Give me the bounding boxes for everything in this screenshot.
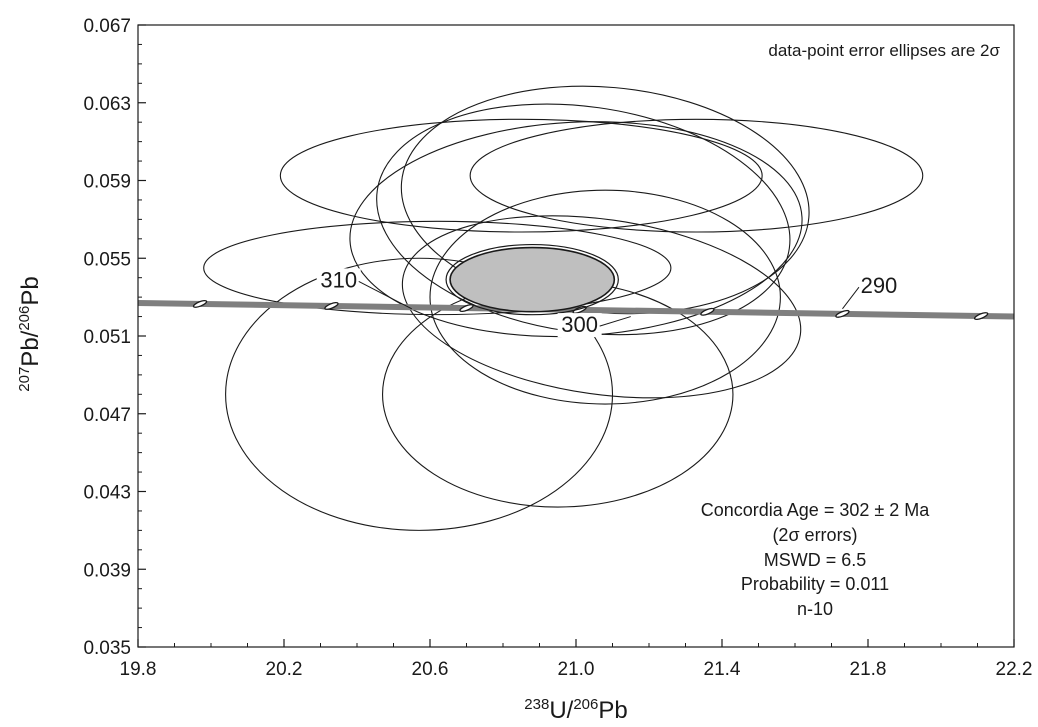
y-tick-label: 0.035 xyxy=(83,638,131,659)
x-axis-title: 238U/206Pb xyxy=(524,696,627,724)
concordia-age-tick-2 xyxy=(324,301,339,310)
x-axis-title-sup2: 206 xyxy=(573,696,598,713)
stat-concordia-age: Concordia Age = 302 ± 2 Ma xyxy=(701,500,931,520)
concordia-age-tick-1 xyxy=(192,299,208,308)
y-tick-label: 0.039 xyxy=(83,560,131,581)
age-label-leader xyxy=(358,280,412,310)
x-tick-label: 21.8 xyxy=(850,659,887,680)
age-label-backdrop xyxy=(316,268,361,293)
concordia-age-ellipse xyxy=(445,243,619,316)
stat-probability: Probability = 0.011 xyxy=(741,574,889,594)
stats-box: Concordia Age = 302 ± 2 Ma (2σ errors) M… xyxy=(701,500,931,619)
mean-ellipse-outline xyxy=(445,243,619,316)
x-tick-label: 19.8 xyxy=(120,659,157,680)
stat-errors: (2σ errors) xyxy=(772,525,857,545)
y-tick-label: 0.051 xyxy=(83,327,131,348)
stat-n: n-10 xyxy=(797,599,833,619)
age-label-300: 300 xyxy=(561,312,598,337)
x-tick-label: 20.6 xyxy=(412,659,449,680)
y-tick-label: 0.055 xyxy=(83,249,131,270)
age-label-310: 310 xyxy=(320,267,357,292)
error-ellipse-7 xyxy=(429,189,781,405)
age-label-290: 290 xyxy=(861,273,898,298)
mean-ellipse-fill xyxy=(449,246,616,313)
y-tick-label: 0.063 xyxy=(83,94,131,115)
error-ellipse-8 xyxy=(401,215,802,399)
y-axis-title-sup1: 207 xyxy=(16,367,33,392)
concordia-age-tick-6 xyxy=(835,309,850,318)
concordia-age-tick-7 xyxy=(973,312,989,321)
x-axis-title-base1: U/ xyxy=(549,697,573,724)
error-ellipse-2 xyxy=(469,118,924,233)
age-label-backdrop xyxy=(856,274,901,299)
y-tick-label: 0.047 xyxy=(83,405,131,426)
age-label-leader xyxy=(599,316,631,327)
ellipse-note: data-point error ellipses are 2σ xyxy=(768,41,1000,60)
y-tick-label: 0.067 xyxy=(83,16,131,37)
error-ellipse-1 xyxy=(279,118,763,233)
y-axis-title-base1: Pb/ xyxy=(17,330,44,366)
x-axis-title-sup1: 238 xyxy=(524,696,549,713)
x-tick-label: 21.4 xyxy=(704,659,741,680)
stat-mswd: MSWD = 6.5 xyxy=(764,550,867,570)
age-labels: 310 300 290 xyxy=(316,267,901,338)
x-axis-ticks: 19.8 20.2 20.6 21.0 21.4 21.8 22.2 xyxy=(120,639,1033,680)
error-ellipse-9 xyxy=(225,257,614,531)
y-tick-label: 0.059 xyxy=(83,172,131,193)
age-label-backdrop xyxy=(557,313,602,338)
y-axis-title: 207Pb/206Pb xyxy=(16,276,44,391)
y-tick-label: 0.043 xyxy=(83,483,131,504)
error-ellipse-6 xyxy=(203,220,672,316)
y-axis-title-base2: Pb xyxy=(17,276,44,305)
concordia-age-tick-5 xyxy=(700,307,715,316)
x-axis-title-base2: Pb xyxy=(598,697,627,724)
x-tick-label: 21.0 xyxy=(558,659,595,680)
x-tick-label: 20.2 xyxy=(266,659,303,680)
age-label-leader xyxy=(842,286,860,310)
y-axis-title-sup2: 206 xyxy=(16,306,33,331)
x-tick-label: 22.2 xyxy=(996,659,1033,680)
y-axis-ticks: 0.035 0.039 0.043 0.047 0.051 0.055 0.059 0.063… xyxy=(83,16,146,659)
